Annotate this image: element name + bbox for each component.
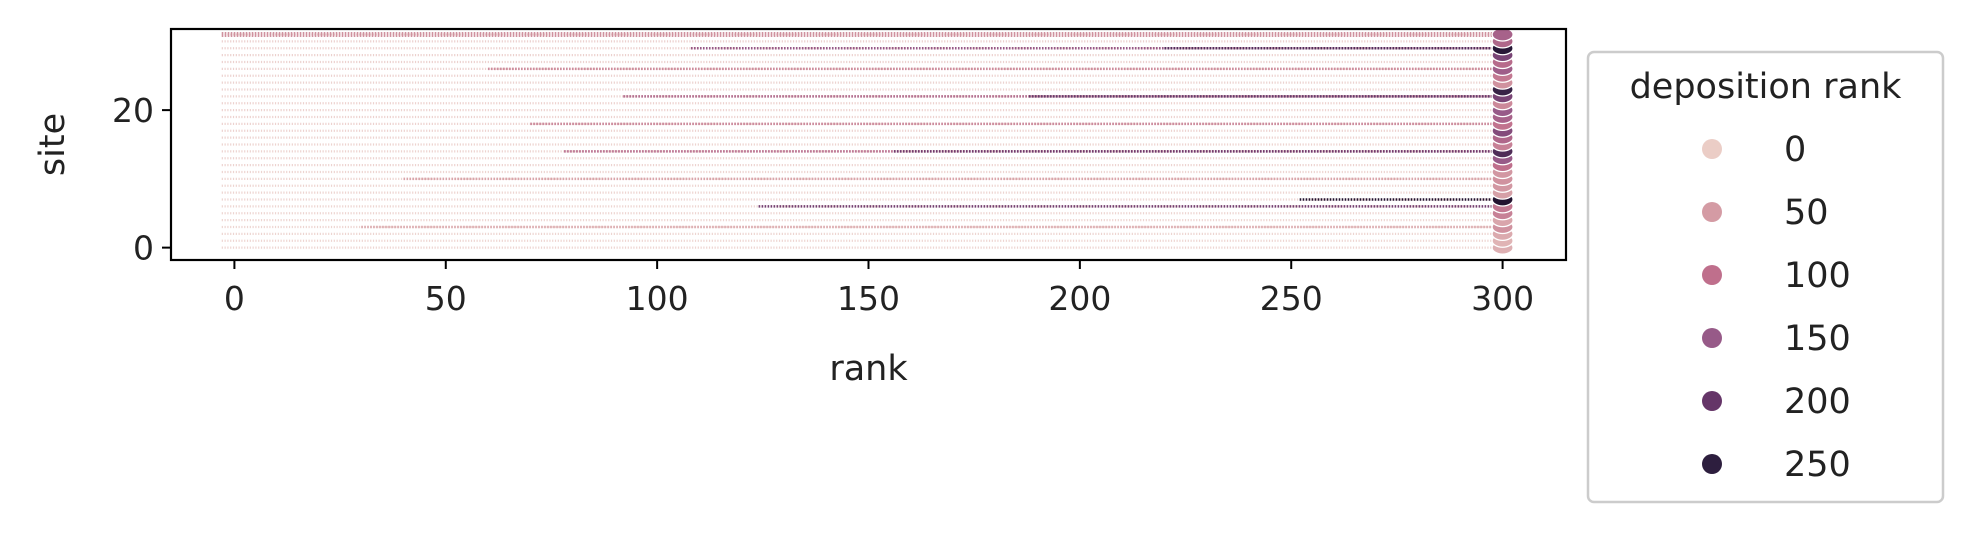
y-tick-label: 20 (112, 91, 154, 130)
legend-marker (1702, 391, 1722, 411)
x-axis-label: rank (829, 349, 908, 389)
legend-marker (1702, 139, 1722, 159)
plot-area (221, 27, 1514, 255)
legend-label: 200 (1784, 382, 1851, 422)
legend-label: 0 (1784, 130, 1806, 170)
axes: 0 50 100 150 200 250 300 0 20 rank site (33, 27, 1568, 389)
legend-label: 100 (1784, 256, 1851, 296)
legend-marker (1702, 328, 1722, 348)
x-tick-label: 50 (425, 279, 467, 318)
x-tick-label: 300 (1471, 279, 1534, 318)
legend-label: 50 (1784, 193, 1829, 233)
legend-marker (1702, 454, 1722, 474)
legend-marker (1702, 202, 1722, 222)
y-axis-label: site (33, 113, 73, 176)
y-tick-label: 0 (133, 229, 154, 268)
x-tick-label: 250 (1260, 279, 1323, 318)
legend: deposition rank 0 50 100 150 200 250 (1586, 50, 1945, 504)
x-tick-label: 100 (626, 279, 689, 318)
legend-title: deposition rank (1630, 67, 1903, 107)
x-tick-label: 0 (224, 279, 245, 318)
legend-marker (1702, 265, 1722, 285)
x-tick-label: 150 (837, 279, 900, 318)
legend-label: 250 (1784, 445, 1851, 485)
deposition-runs (221, 32, 1499, 229)
legend-box (1586, 50, 1945, 504)
x-tick-label: 200 (1048, 279, 1111, 318)
legend-label: 150 (1784, 319, 1851, 359)
final-column (1491, 27, 1514, 255)
